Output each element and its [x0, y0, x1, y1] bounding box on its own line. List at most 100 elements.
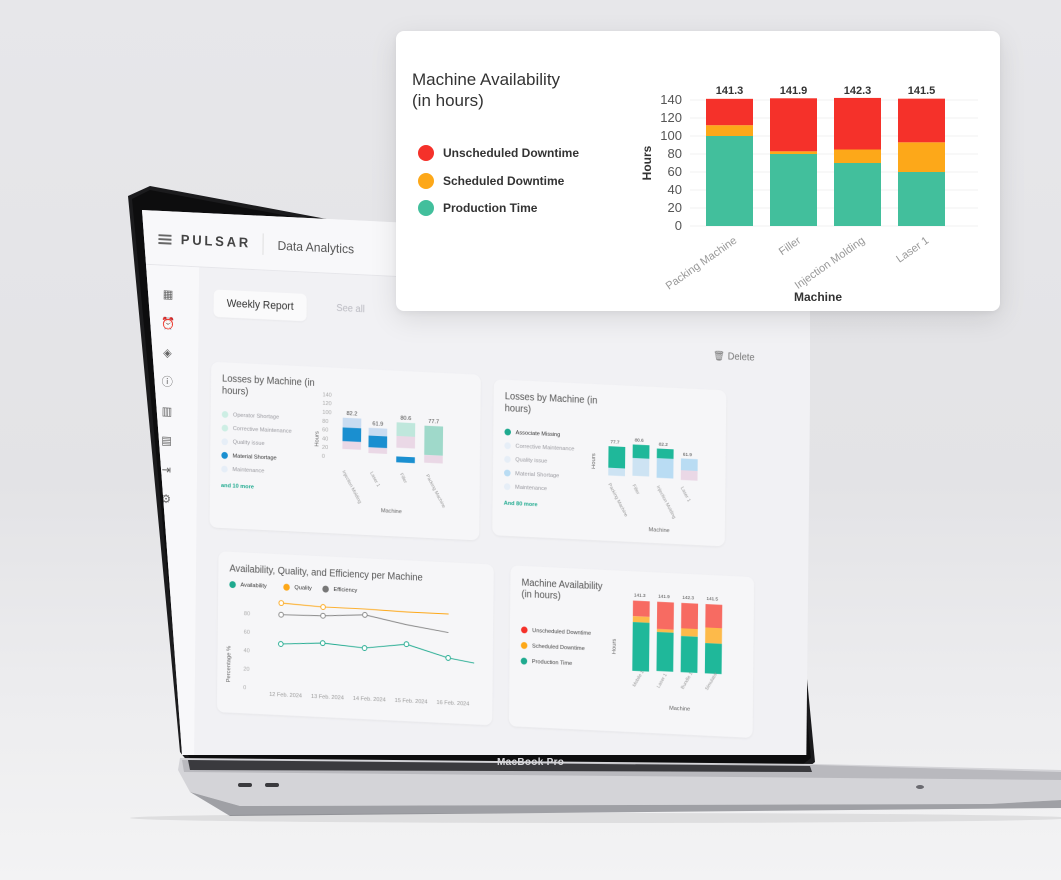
data-label: 80.6 — [635, 438, 644, 445]
bar-unscheduled-downtime — [706, 98, 753, 126]
chart-title: Machine Availability (in hours) — [412, 70, 561, 110]
tick-label: 20 — [243, 666, 249, 672]
bar-scheduled-downtime — [898, 142, 945, 172]
tick-label: Injection Molding — [655, 485, 677, 521]
y-tick-label: 40 — [668, 182, 682, 197]
tick-label: 0 — [322, 454, 325, 460]
see-all-link[interactable]: See all — [336, 303, 365, 316]
bar-total-label: 141.5 — [908, 85, 936, 97]
legend-item: Material Shortage — [221, 451, 277, 461]
y-axis-label: Percentage % — [226, 646, 232, 683]
bar-total-label: 141.9 — [780, 85, 808, 97]
card-title: Machine Availability (in hours) — [521, 577, 603, 602]
usb-port-icon — [265, 783, 279, 787]
legend-item: Corrective Maintenance — [221, 424, 292, 435]
availability-quality-efficiency-card: Availability, Quality, and Efficiency pe… — [216, 551, 494, 726]
more-link[interactable]: and 10 more — [221, 483, 254, 491]
usb-port-icon — [238, 783, 252, 787]
x-tick-label: Packing Machine — [664, 235, 740, 293]
machine-availability-popout-card: Machine Availability (in hours) Unschedu… — [396, 31, 1000, 311]
machine-availability-chart: 0 20 40 60 80 100 120 140 Hours 141.3 Packing Mach… — [640, 85, 978, 304]
x-axis-label: Machine — [794, 290, 842, 304]
bar-production-time — [706, 136, 753, 226]
bar-scheduled-downtime — [770, 151, 817, 154]
legend-item: Material Shortage — [504, 469, 559, 479]
tick-label: Mobile 1 — [632, 669, 646, 688]
legend-swatch-icon — [418, 200, 434, 216]
y-tick-label: 80 — [668, 146, 682, 161]
aqe-y-axis: 80 60 40 20 0 — [243, 611, 250, 691]
y-tick-label: 20 — [668, 200, 682, 215]
clipboard-icon[interactable]: ▤ — [161, 433, 172, 448]
machine-availability-mini-card: Machine Availability (in hours) Unschedu… — [508, 565, 755, 739]
legend-item: Scheduled Downtime — [520, 641, 585, 652]
tick-label: 16 Feb. 2024 — [437, 700, 470, 708]
legend-item: Associate Missing — [504, 428, 560, 438]
bar-unscheduled-downtime — [834, 97, 881, 150]
legend-swatch-icon — [418, 172, 434, 189]
card-title: Losses by Machine (in hours) — [221, 373, 315, 398]
tick-label: 60 — [322, 427, 328, 433]
tick-label: Injection Molding — [340, 469, 362, 505]
legend-item: Operator Shortage — [221, 410, 279, 421]
bar-chart-icon[interactable]: ▥ — [161, 404, 173, 419]
tick-label: Laser 1 — [679, 486, 692, 504]
tick-label: Packing Machine — [424, 474, 447, 510]
legend-item: Quality issue — [221, 438, 265, 447]
tick-label: 0 — [243, 685, 246, 691]
tick-label: Laser 1 — [368, 471, 381, 489]
legend-item: Quality issue — [504, 455, 547, 465]
tick-label: Bundle 1 — [680, 671, 695, 691]
legend-item: Corrective Maintenance — [504, 442, 574, 452]
x-axis-label: Machine — [649, 527, 670, 534]
tick-label: 14 Feb. 2024 — [353, 696, 386, 704]
bar-total-label: 141.3 — [716, 85, 744, 97]
tick-label: 13 Feb. 2024 — [311, 694, 344, 702]
data-label: 77.7 — [428, 419, 439, 426]
laptop-screen: PULSAR Data Analytics ▦ ⏰ ◈ ⓘ ▥ ▤ ⇥ ⚙ We… — [142, 210, 810, 755]
data-label: 82.2 — [346, 411, 357, 418]
mini-availability-chart: Hours 141.3 141.9 142.3 141.5 Mobile 1 L… — [612, 593, 723, 713]
alert-icon[interactable]: ⓘ — [161, 374, 173, 390]
tick-label: Simulator — [704, 671, 719, 692]
data-label: 141.3 — [634, 593, 646, 600]
bar-production-time — [834, 163, 881, 226]
x-tick-label: Injection Molding — [793, 235, 868, 292]
y-tick-label: 100 — [660, 128, 682, 143]
tick-label: Filler — [398, 472, 408, 485]
data-label: 142.3 — [682, 595, 694, 602]
x-axis-label: Machine — [381, 508, 402, 515]
legend-item: Maintenance — [221, 465, 264, 474]
y-axis-label: Hours — [640, 145, 654, 180]
tick-label: 40 — [322, 436, 328, 442]
tab-weekly-report[interactable]: Weekly Report — [213, 289, 307, 322]
data-label: 61.9 — [683, 452, 692, 459]
y-tick-label: 140 — [660, 92, 682, 107]
tick-label: Laser 1 — [656, 672, 669, 689]
legend-swatch-icon — [418, 145, 434, 161]
y-tick-label: 60 — [668, 164, 682, 179]
y-tick-label: 120 — [660, 110, 682, 125]
bar-scheduled-downtime — [706, 125, 753, 136]
losses-mini-chart: 140 120 100 80 60 40 20 0 Hours — [314, 392, 447, 515]
data-label: 77.7 — [610, 439, 619, 446]
dashboard-icon[interactable]: ▦ — [162, 287, 174, 302]
aqe-line-chart: Percentage % 80 60 40 20 0 — [226, 600, 475, 708]
cube-icon[interactable]: ◈ — [163, 345, 172, 360]
tick-label: 12 Feb. 2024 — [269, 692, 302, 700]
losses-by-machine-card: Losses by Machine (in hours) Operator Sh… — [209, 361, 481, 541]
data-label: 82.2 — [659, 442, 668, 449]
bar-production-time — [898, 172, 945, 226]
tick-label: 120 — [322, 401, 331, 408]
logout-icon[interactable]: ⇥ — [161, 462, 172, 477]
tick-label: Packing Machine — [606, 482, 629, 518]
more-link[interactable]: And 80 more — [503, 500, 538, 509]
delete-button[interactable]: 🗑 Delete — [713, 350, 755, 364]
menu-icon[interactable] — [158, 234, 172, 245]
tick-label: Filler — [631, 484, 641, 497]
alarm-icon[interactable]: ⏰ — [161, 316, 176, 331]
data-label: 61.9 — [372, 421, 383, 428]
legend-item: Unscheduled Downtime — [521, 626, 591, 637]
y-tick-label: 0 — [675, 218, 682, 233]
